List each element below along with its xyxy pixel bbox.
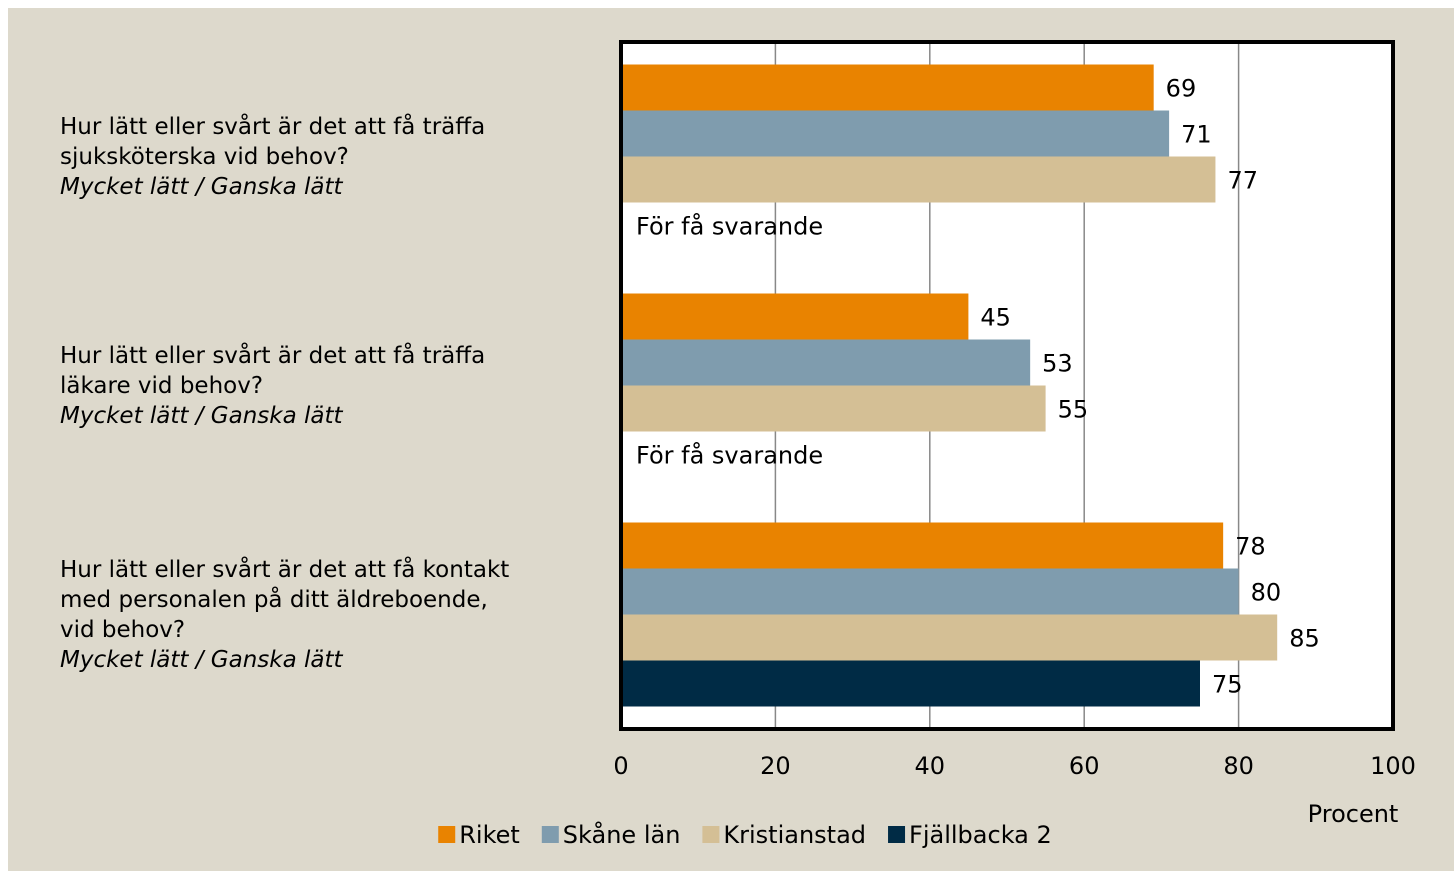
value-label: 69 bbox=[1166, 75, 1197, 103]
value-label: 75 bbox=[1212, 671, 1243, 699]
category-label: Hur lätt eller svårt är det att få träff… bbox=[60, 341, 600, 431]
value-label: 53 bbox=[1042, 350, 1073, 378]
bar bbox=[621, 293, 969, 340]
bar bbox=[621, 522, 1224, 569]
bar bbox=[621, 64, 1154, 111]
category-note: Mycket lätt / Ganska lätt bbox=[60, 402, 343, 429]
category-text: Hur lätt eller svårt är det att få träff… bbox=[60, 113, 486, 170]
annotation: För få svarande bbox=[636, 441, 823, 470]
legend-label: Riket bbox=[459, 821, 520, 849]
category-label: Hur lätt eller svårt är det att få träff… bbox=[60, 112, 600, 202]
value-label: 55 bbox=[1058, 396, 1089, 424]
plot-border bbox=[619, 40, 1395, 731]
category-note: Mycket lätt / Ganska lätt bbox=[60, 646, 343, 673]
value-label: 71 bbox=[1181, 121, 1212, 149]
value-label: 45 bbox=[980, 304, 1011, 332]
category-note: Mycket lätt / Ganska lätt bbox=[60, 173, 343, 200]
bar bbox=[621, 614, 1278, 661]
value-label: 77 bbox=[1227, 167, 1258, 195]
legend-swatch bbox=[438, 826, 456, 843]
value-label: 85 bbox=[1289, 625, 1320, 653]
bar bbox=[621, 110, 1170, 157]
bar bbox=[621, 339, 1031, 386]
legend-swatch bbox=[702, 826, 720, 843]
category-label: Hur lätt eller svårt är det att få konta… bbox=[60, 555, 600, 675]
legend-label: Skåne län bbox=[563, 820, 681, 849]
category-text: Hur lätt eller svårt är det att få träff… bbox=[60, 342, 486, 399]
x-tick-label: 20 bbox=[760, 752, 791, 780]
legend-swatch bbox=[888, 826, 906, 843]
bar bbox=[621, 156, 1216, 203]
x-tick-label: 0 bbox=[613, 752, 628, 780]
legend: Riket Skåne län Kristianstad Fjällbacka 2 bbox=[438, 820, 1052, 849]
value-label: 80 bbox=[1251, 579, 1282, 607]
x-tick-label: 100 bbox=[1370, 752, 1416, 780]
bar bbox=[621, 385, 1046, 432]
value-label: 78 bbox=[1235, 533, 1266, 561]
bar bbox=[621, 660, 1200, 707]
annotation: För få svarande bbox=[636, 212, 823, 241]
legend-label: Fjällbacka 2 bbox=[909, 821, 1052, 849]
x-tick-label: 60 bbox=[1069, 752, 1100, 780]
x-tick-label: 80 bbox=[1223, 752, 1254, 780]
x-axis-label: Procent bbox=[1308, 800, 1399, 828]
category-text: Hur lätt eller svårt är det att få konta… bbox=[60, 556, 510, 643]
legend-swatch bbox=[541, 826, 559, 843]
x-tick-label: 40 bbox=[915, 752, 946, 780]
bar bbox=[621, 568, 1239, 615]
legend-label: Kristianstad bbox=[723, 821, 866, 849]
